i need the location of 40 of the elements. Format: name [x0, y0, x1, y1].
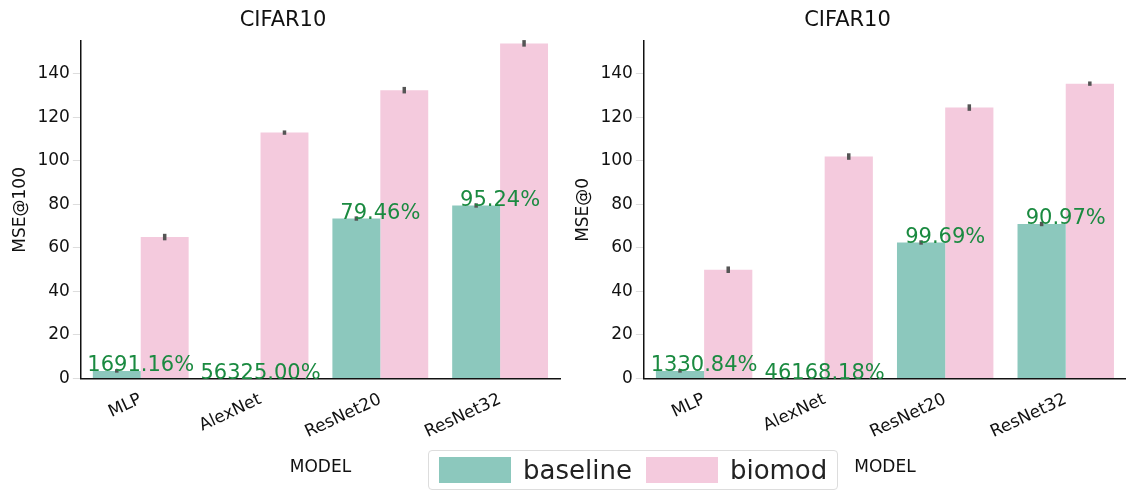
annotation: 1691.16%	[87, 351, 195, 376]
y-tick-label: 100	[600, 149, 633, 170]
legend-label: baseline	[523, 455, 632, 485]
bar	[655, 370, 705, 379]
x-axis-title: MODEL	[289, 456, 352, 477]
legend-label: biomod	[729, 455, 828, 485]
bar	[1017, 224, 1066, 379]
y-tick-label: 40	[48, 279, 70, 300]
bar	[452, 205, 501, 379]
x-tick-label: MLP	[668, 388, 708, 421]
y-tick-label: 20	[611, 323, 633, 344]
y-axis-title: MSE@0	[571, 177, 592, 242]
y-tick-label: 80	[611, 192, 633, 213]
annotation: 90.97%	[1025, 205, 1106, 230]
bar	[896, 242, 946, 379]
annotation: 56325.00%	[200, 359, 321, 384]
annotation: 1330.84%	[650, 351, 758, 376]
annotation: 99.69%	[905, 223, 986, 248]
x-tick-label: MLP	[104, 388, 145, 421]
y-tick-label: 120	[600, 105, 633, 126]
chart-title: CIFAR10	[804, 7, 891, 32]
annotation: 46168.18%	[764, 359, 885, 384]
bar	[332, 218, 381, 379]
y-tick-label: 60	[611, 236, 633, 257]
y-tick-label: 0	[622, 366, 633, 387]
y-tick-label: 40	[611, 279, 633, 300]
bar	[92, 370, 141, 379]
y-tick-label: 60	[48, 236, 70, 257]
chart-title: CIFAR10	[239, 7, 327, 32]
y-tick-label: 80	[48, 192, 70, 213]
y-tick-label: 120	[37, 105, 70, 126]
y-tick-label: 100	[37, 149, 70, 170]
y-tick-label: 140	[37, 62, 70, 83]
y-tick-label: 20	[48, 323, 70, 344]
y-tick-label: 140	[600, 62, 633, 83]
annotation: 95.24%	[460, 186, 541, 211]
annotation: 79.46%	[340, 199, 421, 224]
x-axis-title: MODEL	[854, 456, 917, 477]
y-axis-title: MSE@100	[8, 167, 29, 253]
y-tick-label: 0	[59, 366, 70, 387]
